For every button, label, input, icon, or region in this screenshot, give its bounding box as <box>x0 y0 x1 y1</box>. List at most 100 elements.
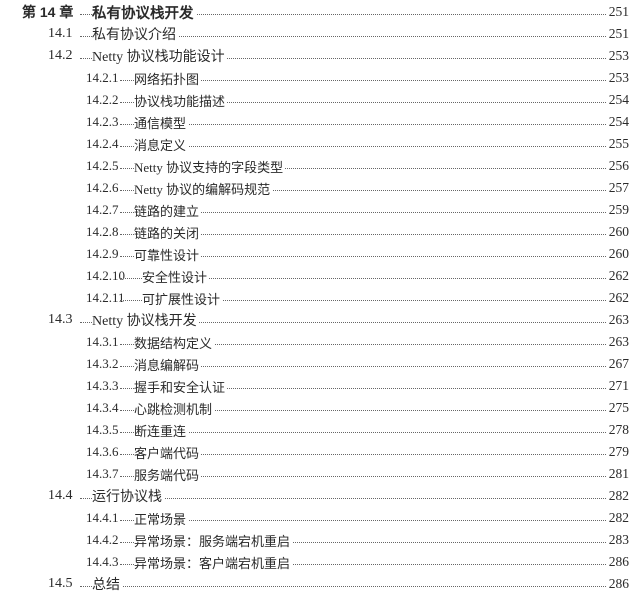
dot-leader <box>80 58 626 59</box>
dot-leader <box>80 14 626 15</box>
entry-page: 282 <box>605 510 629 526</box>
entry-title: 可扩展性设计 <box>142 288 223 308</box>
entry-page: 254 <box>605 92 629 108</box>
entry-page: 260 <box>605 224 629 240</box>
entry-title: 正常场景 <box>134 508 189 528</box>
entry-title: 服务端代码 <box>134 464 202 484</box>
entry-title: 断连重连 <box>134 420 189 440</box>
entry-number: 14.2.4 <box>86 136 119 151</box>
dot-leader <box>80 586 626 587</box>
toc-entry: 14.2.8 链路的关闭 260 <box>0 221 640 243</box>
entry-title: 客户端代码 <box>134 442 202 462</box>
toc-entry: 14.2.3 通信模型 254 <box>0 111 640 133</box>
entry-title: Netty 协议的编解码规范 <box>134 178 273 198</box>
entry-number: 14.3.2 <box>86 356 119 371</box>
toc-entry: 14.2.1 网络拓扑图 253 <box>0 67 640 89</box>
entry-page: 262 <box>605 268 629 284</box>
dot-leader <box>120 366 626 367</box>
entry-title: 网络拓扑图 <box>134 68 202 88</box>
entry-title: 数据结构定义 <box>134 332 215 352</box>
entry-page: 259 <box>605 202 629 218</box>
entry-title: 心跳检测机制 <box>134 398 215 418</box>
entry-number: 14.4.3 <box>86 554 119 569</box>
dot-leader <box>120 124 626 125</box>
toc-entry: 14.2.10 安全性设计 262 <box>0 265 640 287</box>
entry-number: 14.2.10 <box>86 268 125 283</box>
entry-number: 14.3.3 <box>86 378 119 393</box>
entry-title: 安全性设计 <box>142 266 210 286</box>
entry-page: 251 <box>605 4 629 20</box>
entry-page: 263 <box>605 312 629 328</box>
toc-entry: 14.3.4 心跳检测机制 275 <box>0 397 640 419</box>
toc-entry: 14.3.3 握手和安全认证 271 <box>0 375 640 397</box>
entry-title: 消息编解码 <box>134 354 202 374</box>
entry-number: 14.2.8 <box>86 224 119 239</box>
entry-title: 可靠性设计 <box>134 244 202 264</box>
toc-entry: 14.3 Netty 协议栈开发 263 <box>0 309 640 331</box>
dot-leader <box>80 498 626 499</box>
entry-page: 286 <box>605 554 629 570</box>
entry-number: 14.4 <box>48 488 73 503</box>
dot-leader <box>120 212 626 213</box>
entry-page: 260 <box>605 246 629 262</box>
entry-page: 254 <box>605 114 629 130</box>
dot-leader <box>120 278 626 279</box>
toc-entry: 14.4.2 异常场景：服务端宕机重启 283 <box>0 529 640 551</box>
entry-title: 异常场景：客户端宕机重启 <box>134 552 293 572</box>
entry-number: 14.3.1 <box>86 334 119 349</box>
entry-page: 267 <box>605 356 629 372</box>
dot-leader <box>120 80 626 81</box>
entry-title: 链路的建立 <box>134 200 202 220</box>
entry-number: 14.3.4 <box>86 400 119 415</box>
entry-title: 通信模型 <box>134 112 189 132</box>
dot-leader <box>120 344 626 345</box>
entry-page: 278 <box>605 422 629 438</box>
toc-entry: 14.2.5 Netty 协议支持的字段类型 256 <box>0 155 640 177</box>
entry-page: 253 <box>605 70 629 86</box>
entry-number: 14.2.11 <box>86 290 125 305</box>
dot-leader <box>80 36 626 37</box>
dot-leader <box>120 146 626 147</box>
entry-number: 14.3.5 <box>86 422 119 437</box>
dot-leader <box>80 322 626 323</box>
dot-leader <box>120 256 626 257</box>
dot-leader <box>120 388 626 389</box>
entry-page: 275 <box>605 400 629 416</box>
dot-leader <box>120 410 626 411</box>
entry-page: 256 <box>605 158 629 174</box>
entry-page: 262 <box>605 290 629 306</box>
entry-page: 279 <box>605 444 629 460</box>
entry-title: Netty 协议栈功能设计 <box>92 46 227 66</box>
entry-page: 281 <box>605 466 629 482</box>
entry-title: 异常场景：服务端宕机重启 <box>134 530 293 550</box>
entry-title: 私有协议栈开发 <box>92 1 196 23</box>
toc-entry: 14.1 私有协议介绍 251 <box>0 23 640 45</box>
entry-number: 14.2.5 <box>86 158 119 173</box>
toc-entry: 14.2.6 Netty 协议的编解码规范 257 <box>0 177 640 199</box>
entry-title: Netty 协议支持的字段类型 <box>134 156 286 176</box>
dot-leader <box>120 476 626 477</box>
toc-entry: 14.3.5 断连重连 278 <box>0 419 640 441</box>
entry-title: 私有协议介绍 <box>92 24 178 44</box>
entry-number: 14.3 <box>48 312 73 327</box>
dot-leader <box>120 564 626 565</box>
entry-title: 协议栈功能描述 <box>134 90 228 110</box>
entry-number: 14.4.2 <box>86 532 119 547</box>
toc-entry: 14.3.2 消息编解码 267 <box>0 353 640 375</box>
entry-page: 282 <box>605 488 629 504</box>
entry-number: 14.2.6 <box>86 180 119 195</box>
entry-number: 14.3.6 <box>86 444 119 459</box>
toc-entry: 14.4.1 正常场景 282 <box>0 507 640 529</box>
entry-number: 14.3.7 <box>86 466 119 481</box>
entry-title: 运行协议栈 <box>92 486 164 506</box>
entry-number: 14.5 <box>48 576 73 591</box>
dot-leader <box>120 520 626 521</box>
toc-entry: 14.2.7 链路的建立 259 <box>0 199 640 221</box>
dot-leader <box>120 190 626 191</box>
entry-title: 总结 <box>92 574 122 594</box>
toc-entry: 14.3.1 数据结构定义 263 <box>0 331 640 353</box>
toc-entry: 14.2.4 消息定义 255 <box>0 133 640 155</box>
entry-title: 握手和安全认证 <box>134 376 228 396</box>
dot-leader <box>120 234 626 235</box>
toc-entry: 14.2 Netty 协议栈功能设计 253 <box>0 45 640 67</box>
